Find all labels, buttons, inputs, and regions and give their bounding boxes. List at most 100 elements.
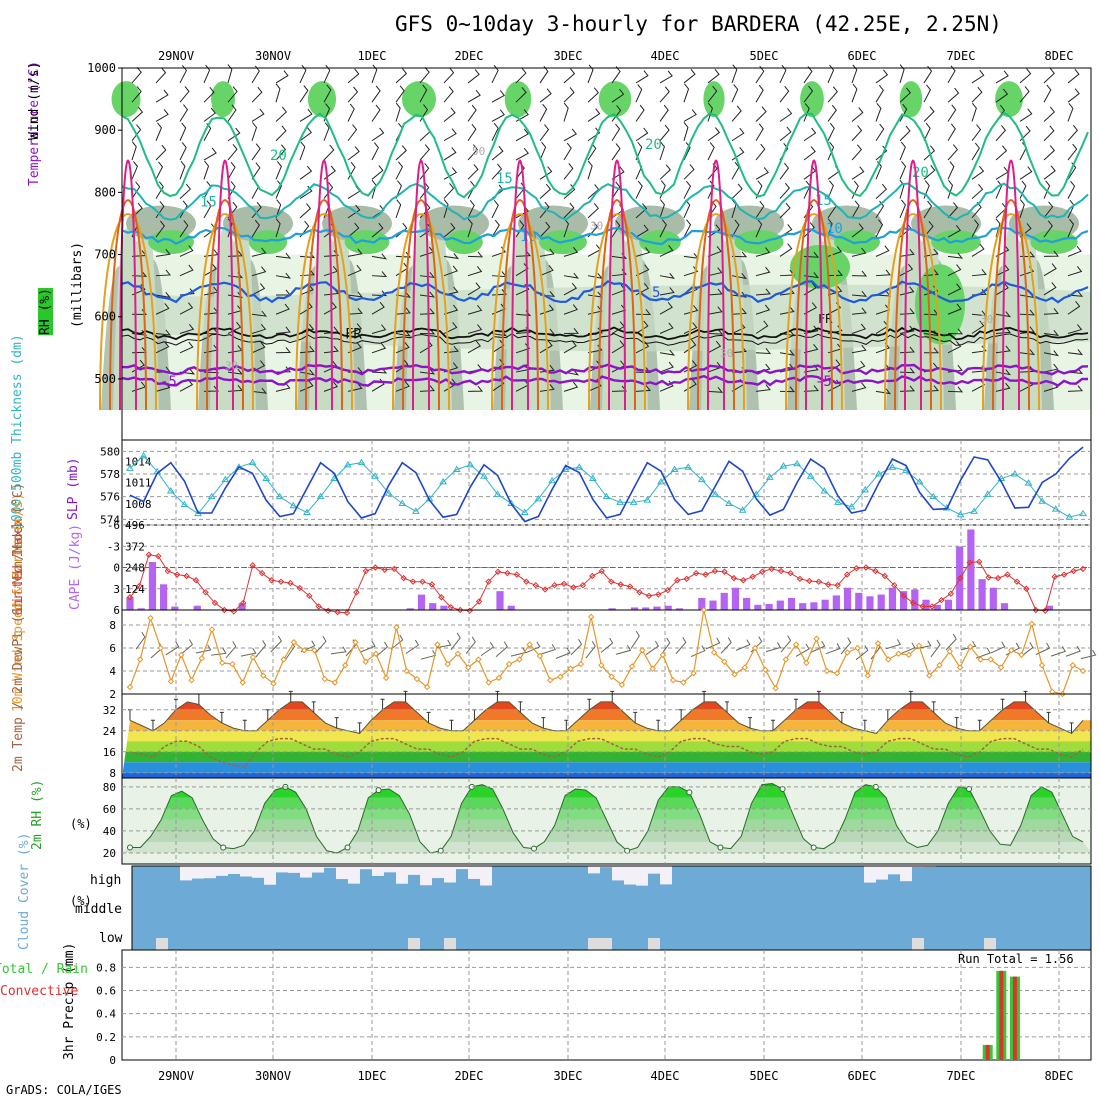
rh-color-band [122,830,1091,842]
wind-barb [1043,145,1055,161]
wind-barb [971,142,980,161]
wind10-barb [450,632,461,651]
run-total: Run Total = 1.56 [958,952,1074,966]
cloud-high-gap [636,866,648,886]
cloud-high-gap [300,866,312,878]
rh-point [344,844,351,851]
wind10-point [1079,667,1087,675]
cloud-high-gap [180,866,192,881]
cloud-high-gap [660,866,672,885]
wind-barb [323,64,331,84]
wind-barb [347,291,364,298]
rh-contour-label: 30 [720,347,733,360]
wind-barb [155,89,169,103]
thickness-point [534,494,543,502]
wind-barb [131,161,138,180]
wind-barb [899,103,908,122]
wind-barb [827,269,844,277]
lifted-index-point [381,566,388,573]
cloud-high-gap [396,866,408,884]
wind-barb [467,324,483,334]
wind-barb [443,128,457,142]
boundary-isotherm [904,159,922,411]
wind-barb [827,122,835,141]
wind-barb [179,65,188,84]
wind-barb [971,219,979,238]
lifted-index-point [758,568,766,575]
lifted-index-point [655,591,662,598]
lifted-index-point [664,586,672,594]
cloud-high-gap [204,866,216,879]
cape-bar [608,608,616,610]
rh-boundary-blob [401,81,437,118]
thickness-point [548,476,556,484]
cloud-low-gap [984,938,996,950]
thickness-point [1011,470,1019,477]
lifted-index-point [1079,565,1087,573]
lifted-index-point [126,594,134,601]
cape-bar [171,606,179,610]
wind10-point [311,647,318,654]
wind10-point [536,652,544,660]
lifted-index-point [966,559,973,566]
wind-barb [443,322,458,334]
wind-barb [707,306,723,315]
wind-barb [635,84,643,103]
wind10-barb [1035,642,1051,655]
wind-barb [875,84,884,103]
wind-barb [923,248,939,257]
wind-barb [1067,368,1084,375]
wind10-point [721,658,728,665]
wind-barb [155,220,165,238]
lifted-index-point [258,569,266,577]
wind10-barb [240,647,257,657]
wind-barb [563,128,577,142]
wind-barb [227,143,238,161]
wind-barb [563,381,579,392]
wind-barb [203,107,216,122]
wind-barb [659,104,669,122]
boundary-isotherm [305,199,343,411]
precip-frame [121,949,1092,1061]
wind-barb [755,167,769,180]
cape-bar [900,591,908,610]
wind-barb [203,263,218,277]
wind-barb [539,384,555,392]
wind10-barb [705,637,721,650]
wind10-point [782,656,790,663]
lifted-index-point [749,573,756,580]
wind-barb [971,124,982,142]
wind-barb [539,183,552,199]
cape-tick-label: 496 [125,519,145,532]
wind10-tick-label: 6 [109,642,116,655]
wind-barb [755,320,769,334]
wind-barb [563,272,580,279]
cloud-high-gap [624,866,636,885]
wind10-line [129,609,1084,695]
thickness-point [915,477,924,485]
wind-barb [947,283,962,296]
date-label-top: 30NOV [254,49,292,63]
wind10-point [403,667,410,675]
precip-tick-label: 0.2 [96,1031,116,1044]
wind-barb [731,84,739,103]
wind-barb [371,165,384,180]
cloud-low-gap [156,938,168,950]
lifted-index-point [825,581,832,588]
thickness-point [1051,505,1060,512]
wind10-barb [975,647,991,659]
wind-barb [275,218,281,238]
thickness-point [262,474,271,482]
wind-barb [611,385,628,392]
isotherm-label: 15 [496,171,513,187]
wind-barb [299,165,313,180]
wind-barb [923,200,933,219]
wind-barb [1067,290,1084,297]
wind-barb [131,86,142,103]
wind-barb [923,84,932,103]
wind10-point [178,651,185,659]
lifted-index-point [1013,578,1021,585]
cloud-high-gap [192,866,204,879]
thickness-point [520,508,529,516]
wind-barb [779,64,787,84]
